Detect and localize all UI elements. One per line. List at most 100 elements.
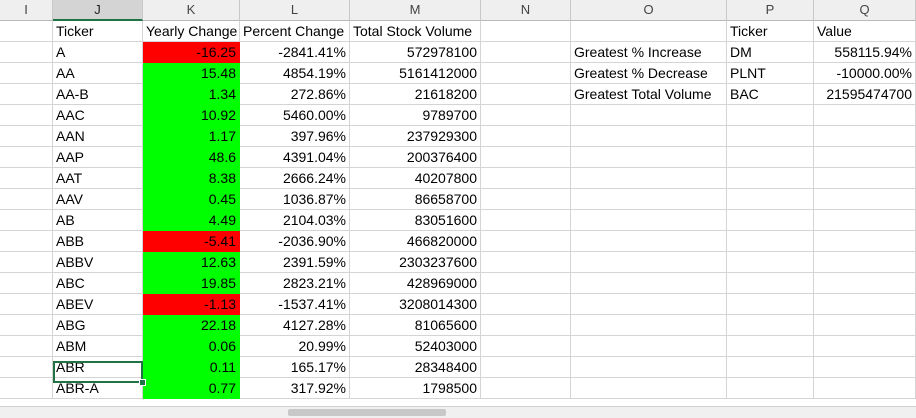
cell-percent-change[interactable]: 2823.21% [240, 273, 350, 294]
cell-n[interactable] [481, 21, 571, 42]
cell-n[interactable] [481, 378, 571, 399]
fill-handle[interactable] [139, 379, 146, 386]
cell-p[interactable] [727, 168, 814, 189]
cell-o[interactable] [571, 294, 727, 315]
scrollbar-thumb[interactable] [288, 409, 446, 416]
cell-ticker[interactable]: AA [53, 63, 143, 84]
cell-n[interactable] [481, 294, 571, 315]
cell-ticker[interactable]: AAN [53, 126, 143, 147]
cell-n[interactable] [481, 84, 571, 105]
cell-ticker[interactable]: ABM [53, 336, 143, 357]
cell-i[interactable] [0, 84, 53, 105]
cell-yearly-change[interactable]: 12.63 [143, 252, 240, 273]
cell-o[interactable] [571, 105, 727, 126]
summary-value[interactable]: 21595474700 [814, 84, 916, 105]
cell-percent-change[interactable]: 4391.04% [240, 147, 350, 168]
cell-q[interactable] [814, 105, 916, 126]
cell-ticker[interactable]: AAC [53, 105, 143, 126]
column-header-k[interactable]: K [143, 0, 240, 21]
header-ticker[interactable]: Ticker [53, 21, 143, 42]
cell-percent-change[interactable]: 165.17% [240, 357, 350, 378]
cell-p[interactable] [727, 189, 814, 210]
cell-p[interactable] [727, 126, 814, 147]
cell-percent-change[interactable]: -2841.41% [240, 42, 350, 63]
cell-yearly-change[interactable]: 4.49 [143, 210, 240, 231]
cell-p[interactable] [727, 378, 814, 399]
cell-q[interactable] [814, 378, 916, 399]
summary-header-ticker[interactable]: Ticker [727, 21, 814, 42]
cell-q[interactable] [814, 189, 916, 210]
cell-ticker[interactable]: ABR [53, 357, 143, 378]
column-header-l[interactable]: L [240, 0, 350, 21]
cell-i[interactable] [0, 294, 53, 315]
cell-total-volume[interactable]: 28348400 [350, 357, 481, 378]
cell-total-volume[interactable]: 572978100 [350, 42, 481, 63]
header-total-volume[interactable]: Total Stock Volume [350, 21, 481, 42]
cell-o[interactable] [571, 357, 727, 378]
column-header-o[interactable]: O [571, 0, 727, 21]
cell-yearly-change[interactable]: 0.11 [143, 357, 240, 378]
cell-total-volume[interactable]: 5161412000 [350, 63, 481, 84]
cell-i[interactable] [0, 378, 53, 399]
cell-i[interactable] [0, 147, 53, 168]
column-header-p[interactable]: P [727, 0, 814, 21]
cell-p[interactable] [727, 273, 814, 294]
cell-percent-change[interactable]: 1036.87% [240, 189, 350, 210]
cell-ticker[interactable]: ABR-A [53, 378, 143, 399]
cell-o[interactable] [571, 231, 727, 252]
cell-yearly-change[interactable]: 0.77 [143, 378, 240, 399]
cell-ticker[interactable]: ABB [53, 231, 143, 252]
cell-p[interactable] [727, 105, 814, 126]
cell-o[interactable] [571, 147, 727, 168]
cell-total-volume[interactable]: 9789700 [350, 105, 481, 126]
cell-o[interactable] [571, 210, 727, 231]
cell-p[interactable] [727, 231, 814, 252]
cell-yearly-change[interactable]: 1.17 [143, 126, 240, 147]
cell-i[interactable] [0, 168, 53, 189]
cell-n[interactable] [481, 168, 571, 189]
cell-yearly-change[interactable]: 0.45 [143, 189, 240, 210]
cell-o[interactable] [571, 273, 727, 294]
cell-ticker[interactable]: ABG [53, 315, 143, 336]
cell-i[interactable] [0, 231, 53, 252]
cell-n[interactable] [481, 126, 571, 147]
cell-o[interactable] [571, 126, 727, 147]
cell-ticker[interactable]: AAV [53, 189, 143, 210]
cell-percent-change[interactable]: 272.86% [240, 84, 350, 105]
cell-n[interactable] [481, 336, 571, 357]
cell-n[interactable] [481, 315, 571, 336]
cell-o[interactable] [571, 336, 727, 357]
cell-p[interactable] [727, 294, 814, 315]
cell-p[interactable] [727, 315, 814, 336]
cell-q[interactable] [814, 315, 916, 336]
cell-ticker[interactable]: AB [53, 210, 143, 231]
summary-label[interactable]: Greatest Total Volume [571, 84, 727, 105]
cell-o[interactable] [571, 252, 727, 273]
cell-o[interactable] [571, 378, 727, 399]
cell-total-volume[interactable]: 428969000 [350, 273, 481, 294]
cell-n[interactable] [481, 63, 571, 84]
cell-total-volume[interactable]: 86658700 [350, 189, 481, 210]
cell-n[interactable] [481, 357, 571, 378]
cell-percent-change[interactable]: 20.99% [240, 336, 350, 357]
cell-yearly-change[interactable]: 15.48 [143, 63, 240, 84]
column-header-q[interactable]: Q [814, 0, 916, 21]
cell-n[interactable] [481, 252, 571, 273]
cell-i[interactable] [0, 273, 53, 294]
cell-i[interactable] [0, 252, 53, 273]
cell-percent-change[interactable]: 2666.24% [240, 168, 350, 189]
cell-i[interactable] [0, 42, 53, 63]
cell-total-volume[interactable]: 40207800 [350, 168, 481, 189]
cell-percent-change[interactable]: 2391.59% [240, 252, 350, 273]
cell-percent-change[interactable]: -2036.90% [240, 231, 350, 252]
cell-total-volume[interactable]: 52403000 [350, 336, 481, 357]
cell-ticker[interactable]: AAP [53, 147, 143, 168]
cell-i[interactable] [0, 210, 53, 231]
cell-n[interactable] [481, 105, 571, 126]
cell-p[interactable] [727, 210, 814, 231]
cell-ticker[interactable]: AAT [53, 168, 143, 189]
cell-o[interactable] [571, 168, 727, 189]
cell-p[interactable] [727, 147, 814, 168]
cell-percent-change[interactable]: 397.96% [240, 126, 350, 147]
header-yearly-change[interactable]: Yearly Change [143, 21, 240, 42]
